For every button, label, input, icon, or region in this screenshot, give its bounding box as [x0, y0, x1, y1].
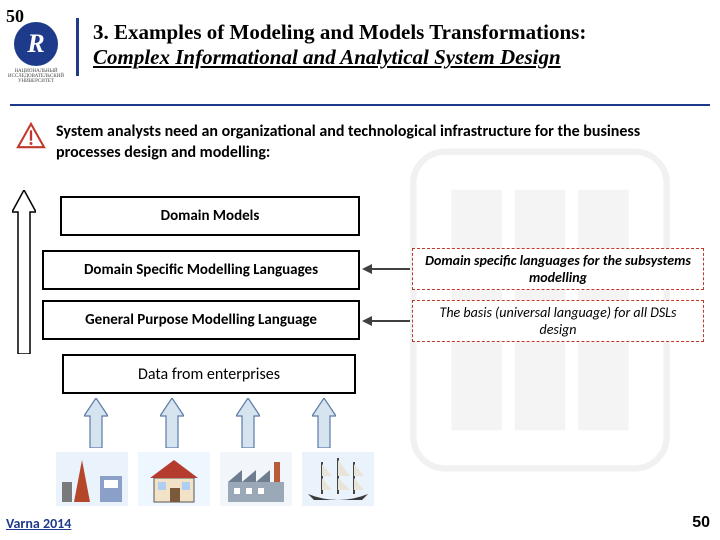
connector-arrow-icon — [360, 260, 412, 278]
callout-gpml: The basis (universal language) for all D… — [412, 300, 704, 342]
factory-icon — [220, 452, 292, 506]
hse-logo-icon: R — [14, 22, 58, 66]
header-divider — [10, 104, 710, 106]
title-block: 3. Examples of Modeling and Models Trans… — [76, 18, 594, 76]
title-line-2: Complex Informational and Analytical Sys… — [93, 45, 586, 70]
box-label: Domain Models — [161, 207, 260, 225]
alert-text: System analysts need an organizational a… — [56, 122, 706, 164]
box-data: Data from enterprises — [62, 354, 356, 394]
oil-rig-icon — [56, 452, 128, 506]
footer-conference: Varna 2014 — [6, 515, 71, 532]
house-icon — [138, 452, 210, 506]
big-up-arrow-icon — [12, 190, 36, 354]
logo-caption: НАЦИОНАЛЬНЫЙ ИССЛЕДОВАТЕЛЬСКИЙ УНИВЕРСИТ… — [0, 69, 72, 84]
box-label: General Purpose Modelling Language — [85, 311, 317, 329]
logo-column: R НАЦИОНАЛЬНЫЙ ИССЛЕДОВАТЕЛЬСКИЙ УНИВЕРС… — [0, 18, 72, 84]
small-up-arrow-icon — [84, 398, 108, 448]
callout-text: The basis (universal language) for all D… — [421, 304, 695, 338]
box-domain-models: Domain Models — [60, 196, 360, 236]
alert-icon — [16, 122, 46, 150]
small-up-arrow-icon — [160, 398, 184, 448]
title-line-1: 3. Examples of Modeling and Models Trans… — [93, 20, 586, 45]
header: R НАЦИОНАЛЬНЫЙ ИССЛЕДОВАТЕЛЬСКИЙ УНИВЕРС… — [0, 18, 720, 84]
box-gpml: General Purpose Modelling Language — [42, 300, 360, 340]
alert-row: System analysts need an organizational a… — [16, 122, 706, 164]
callout-text: Domain specific languages for the subsys… — [421, 252, 695, 286]
box-label: Data from enterprises — [138, 365, 280, 384]
footer-page-number: 50 — [692, 514, 710, 532]
box-label: Domain Specific Modelling Languages — [84, 261, 318, 279]
small-up-arrow-icon — [236, 398, 260, 448]
callout-dsl: Domain specific languages for the subsys… — [412, 248, 704, 290]
ship-icon — [302, 452, 374, 506]
box-dsml: Domain Specific Modelling Languages — [42, 250, 360, 290]
small-up-arrow-icon — [312, 398, 336, 448]
connector-arrow-icon — [360, 312, 412, 330]
